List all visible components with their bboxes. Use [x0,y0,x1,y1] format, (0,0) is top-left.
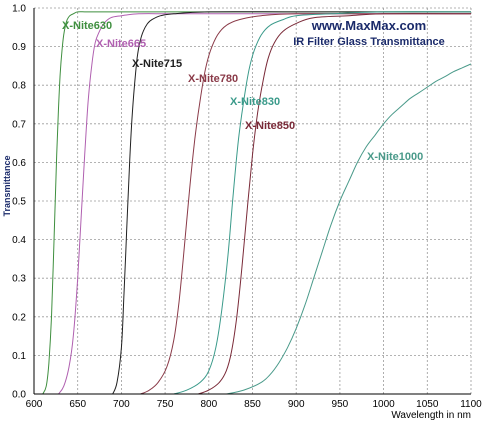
series-line-x-nite1000 [226,63,472,395]
y-tick-label: 0.2 [12,312,26,323]
x-tick-label: 900 [288,399,305,410]
y-tick-label: 0.3 [12,274,26,285]
axes [33,8,471,395]
y-tick-label: 0.1 [12,351,26,362]
y-tick-label: 0.5 [12,197,26,208]
series-label-x-nite850: X-Nite850 [245,120,295,132]
series-labels: X-Nite630 X-Nite665 X-Nite715 X-Nite780 X-Ni… [62,20,423,163]
chart-title: www.MaxMax.com [311,18,426,33]
y-axis-label: Transmittance [2,155,12,216]
series-line-x-nite850 [198,13,472,395]
y-tick-label: 0.9 [12,42,26,53]
series-label-x-nite830: X-Nite830 [230,96,280,108]
y-tick-label: 1.0 [12,4,26,15]
y-tick-label: 0.7 [12,119,26,130]
series-curves [42,11,472,395]
series-label-x-nite715: X-Nite715 [132,58,182,70]
grid-lines [34,7,472,394]
x-axis-label: Wavelength in nm [391,410,471,421]
series-label-x-nite630: X-Nite630 [62,20,112,32]
x-tick-label: 950 [332,399,349,410]
series-line-x-nite715 [112,11,471,395]
tick-labels: 600 650 700 750 800 850 900 950 1000 1050 1100 0.0 0… [12,4,482,411]
x-tick-label: 1100 [460,399,482,410]
y-tick-label: 0.8 [12,81,26,92]
series-line-x-nite665 [58,13,471,395]
x-tick-label: 700 [113,399,130,410]
y-tick-label: 0.6 [12,158,26,169]
series-line-x-nite780 [140,13,471,395]
y-tick-label: 0.4 [12,235,26,246]
x-tick-label: 1000 [372,399,395,410]
x-tick-label: 750 [157,399,174,410]
series-line-x-nite830 [173,11,472,395]
x-tick-label: 650 [69,399,86,410]
x-tick-label: 600 [26,399,43,410]
series-label-x-nite1000: X-Nite1000 [367,151,423,163]
y-tick-label: 0.0 [12,390,26,401]
x-tick-label: 1050 [416,399,439,410]
series-label-x-nite780: X-Nite780 [188,73,238,85]
series-label-x-nite665: X-Nite665 [96,38,146,50]
x-tick-label: 800 [200,399,217,410]
chart-subtitle: IR Filter Glass Transmittance [293,36,445,48]
x-tick-label: 850 [244,399,261,410]
